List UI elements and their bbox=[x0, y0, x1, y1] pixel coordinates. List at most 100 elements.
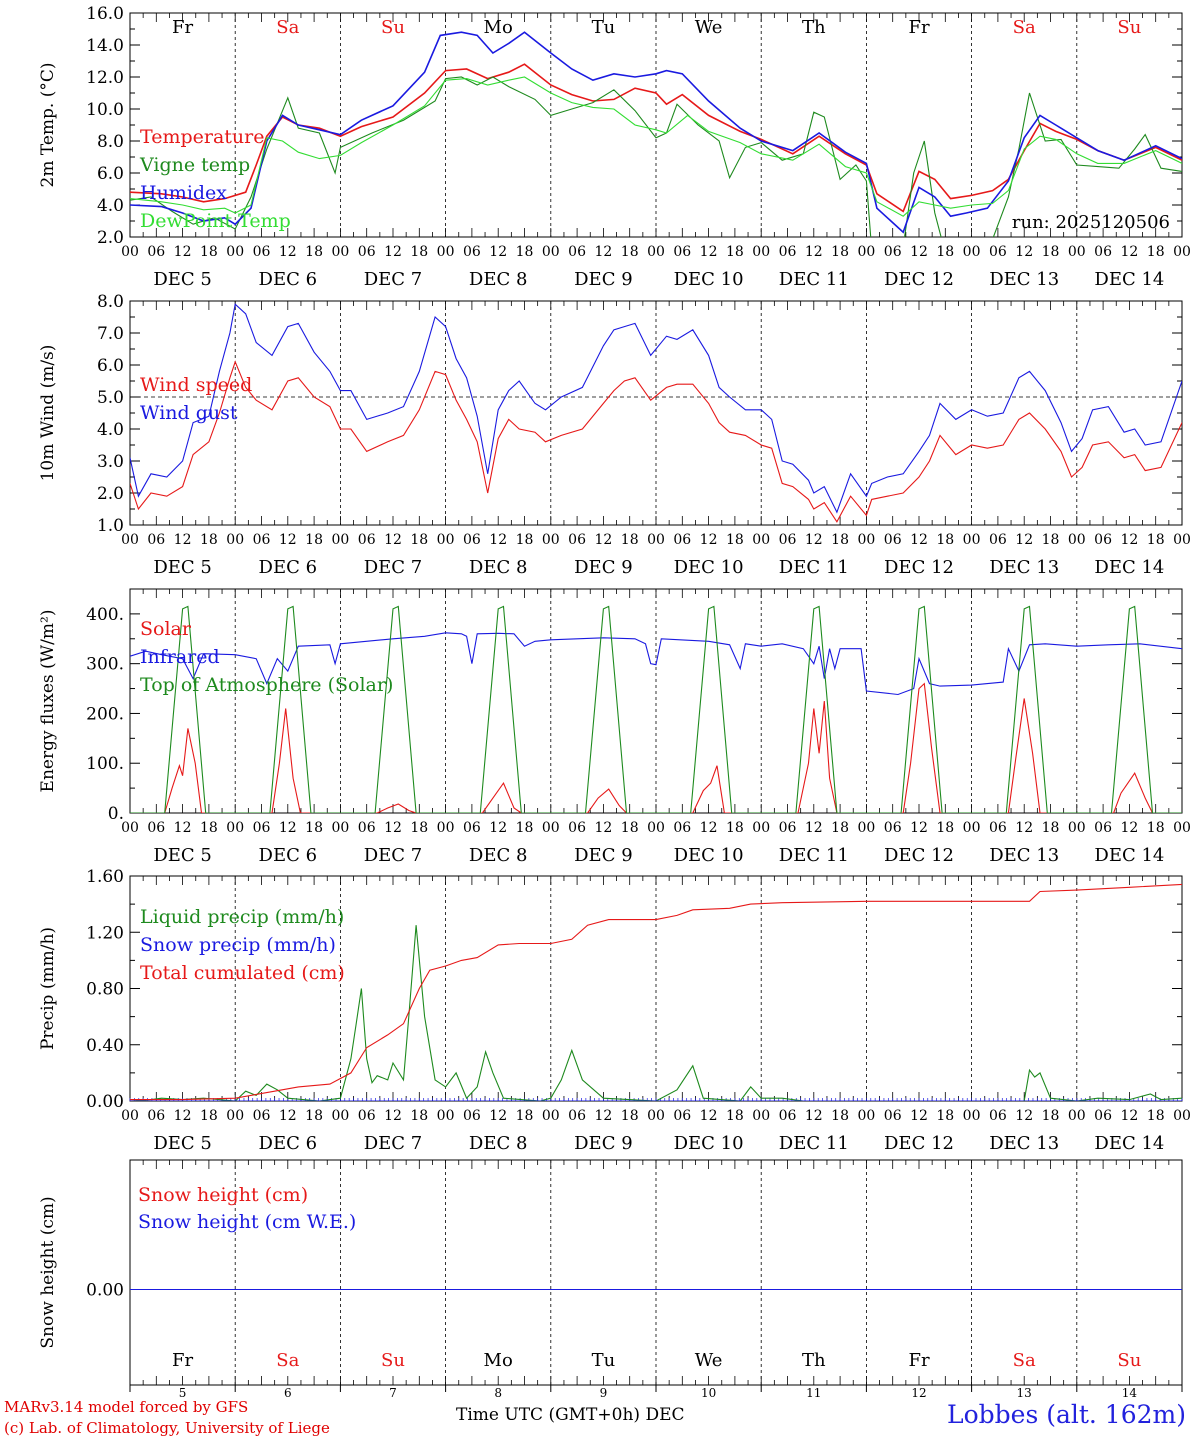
x-hour-label: 00 bbox=[963, 532, 981, 548]
weekday-label: Fr bbox=[908, 17, 929, 38]
y-tick-label: 2.0 bbox=[97, 484, 124, 504]
weekday-label: Sa bbox=[276, 17, 299, 38]
x-hour-label: 06 bbox=[147, 244, 165, 260]
x-hour-label: 18 bbox=[1147, 532, 1165, 548]
x-hour-label: 18 bbox=[936, 244, 954, 260]
legend-entry: Humidex bbox=[140, 182, 227, 204]
y-tick-label: 10.0 bbox=[86, 100, 124, 120]
x-date-label: DEC 10 bbox=[674, 557, 744, 578]
x-hour-label: 06 bbox=[989, 244, 1007, 260]
x-hour-label: 00 bbox=[542, 820, 560, 836]
x-hour-label: 00 bbox=[752, 820, 770, 836]
y-axis-label: Precip (mm/h) bbox=[38, 927, 58, 1050]
x-hour-label: 18 bbox=[621, 1108, 639, 1124]
x-date-label: DEC 5 bbox=[153, 269, 212, 290]
x-date-label: DEC 6 bbox=[259, 845, 318, 866]
x-hour-label: 06 bbox=[463, 532, 481, 548]
x-date-label: DEC 14 bbox=[1094, 1133, 1164, 1154]
x-hour-label: 12 bbox=[174, 1108, 192, 1124]
x-hour-label: 00 bbox=[647, 532, 665, 548]
x-hour-label: 06 bbox=[253, 244, 271, 260]
legend-entry: Temperature bbox=[140, 126, 264, 148]
x-hour-label: 06 bbox=[568, 532, 586, 548]
x-hour-label: 12 bbox=[279, 532, 297, 548]
x-date-label: DEC 7 bbox=[364, 845, 423, 866]
x-hour-label: 06 bbox=[147, 820, 165, 836]
x-hour-label: 18 bbox=[936, 820, 954, 836]
x-hour-label: 12 bbox=[279, 820, 297, 836]
x-hour-label: 06 bbox=[673, 820, 691, 836]
x-date-label: DEC 11 bbox=[779, 557, 849, 578]
x-date-label: DEC 14 bbox=[1094, 557, 1164, 578]
weekday-label: Mo bbox=[484, 1350, 513, 1371]
weekday-label: Su bbox=[1117, 17, 1141, 38]
y-tick-label: 14.0 bbox=[86, 36, 124, 56]
x-hour-label: 00 bbox=[121, 1108, 139, 1124]
x-hour-label: 18 bbox=[1147, 1108, 1165, 1124]
x-date-label: DEC 11 bbox=[779, 845, 849, 866]
x-hour-label: 18 bbox=[1042, 1108, 1060, 1124]
y-tick-label: 7.0 bbox=[97, 324, 124, 344]
x-hour-label: 18 bbox=[200, 820, 218, 836]
x-hour-label: 18 bbox=[936, 1108, 954, 1124]
y-tick-label: 3.0 bbox=[97, 452, 124, 472]
x-hour-label: 18 bbox=[200, 532, 218, 548]
x-hour-label: 00 bbox=[752, 532, 770, 548]
x-date-label: DEC 6 bbox=[259, 1133, 318, 1154]
x-hour-label: 00 bbox=[1068, 1108, 1086, 1124]
y-axis-label: 2m Temp. (°C) bbox=[38, 62, 58, 187]
x-hour-label: 00 bbox=[1173, 244, 1191, 260]
x-hour-label: 00 bbox=[121, 532, 139, 548]
x-hour-label: 00 bbox=[121, 820, 139, 836]
x-hour-label: 00 bbox=[857, 532, 875, 548]
x-hour-label: 12 bbox=[805, 532, 823, 548]
x-hour-label: 00 bbox=[437, 1108, 455, 1124]
x-hour-label: 18 bbox=[410, 820, 428, 836]
y-tick-label: 5.0 bbox=[97, 388, 124, 408]
x-hour-label: 18 bbox=[200, 1108, 218, 1124]
legend-entry: Snow height (cm) bbox=[138, 1184, 308, 1206]
x-date-label: DEC 8 bbox=[469, 845, 528, 866]
x-hour-label: 12 bbox=[174, 820, 192, 836]
x-hour-label: 00 bbox=[437, 244, 455, 260]
x-hour-label: 12 bbox=[174, 244, 192, 260]
weekday-label: Tu bbox=[592, 1350, 616, 1371]
x-hour-label: 00 bbox=[857, 244, 875, 260]
y-tick-label: 300. bbox=[86, 655, 124, 675]
x-date-label: DEC 10 bbox=[674, 1133, 744, 1154]
x-hour-label: 12 bbox=[1120, 820, 1138, 836]
x-hour-label: 06 bbox=[358, 532, 376, 548]
x-hour-label: 18 bbox=[1042, 532, 1060, 548]
x-hour-label: 12 bbox=[910, 820, 928, 836]
x-date-label: DEC 13 bbox=[989, 845, 1059, 866]
day-number: 10 bbox=[701, 1386, 716, 1400]
x-hour-label: 18 bbox=[936, 532, 954, 548]
y-tick-label: 16.0 bbox=[86, 4, 124, 24]
x-hour-label: 00 bbox=[226, 532, 244, 548]
x-hour-label: 18 bbox=[1042, 244, 1060, 260]
series-top-of-atmosphere-solar bbox=[130, 605, 1182, 813]
x-hour-label: 00 bbox=[1173, 1108, 1191, 1124]
x-hour-label: 12 bbox=[384, 244, 402, 260]
x-hour-label: 06 bbox=[253, 820, 271, 836]
x-hour-label: 06 bbox=[989, 532, 1007, 548]
x-hour-label: 06 bbox=[673, 532, 691, 548]
x-date-label: DEC 12 bbox=[884, 845, 954, 866]
x-date-label: DEC 11 bbox=[779, 1133, 849, 1154]
x-hour-label: 18 bbox=[200, 244, 218, 260]
x-date-label: DEC 13 bbox=[989, 1133, 1059, 1154]
x-hour-label: 00 bbox=[752, 1108, 770, 1124]
x-date-label: DEC 6 bbox=[259, 269, 318, 290]
x-hour-label: 06 bbox=[147, 1108, 165, 1124]
x-hour-label: 18 bbox=[305, 820, 323, 836]
x-hour-label: 12 bbox=[1015, 1108, 1033, 1124]
x-hour-label: 00 bbox=[121, 244, 139, 260]
y-tick-label: 0.00 bbox=[86, 1092, 124, 1112]
weekday-label: Tu bbox=[592, 17, 616, 38]
x-hour-label: 06 bbox=[779, 532, 797, 548]
day-number: 14 bbox=[1122, 1386, 1138, 1400]
legend-entry: DewPoint Temp bbox=[140, 210, 291, 232]
x-date-label: DEC 9 bbox=[574, 557, 633, 578]
y-tick-label: 12.0 bbox=[86, 68, 124, 88]
x-hour-label: 12 bbox=[489, 820, 507, 836]
